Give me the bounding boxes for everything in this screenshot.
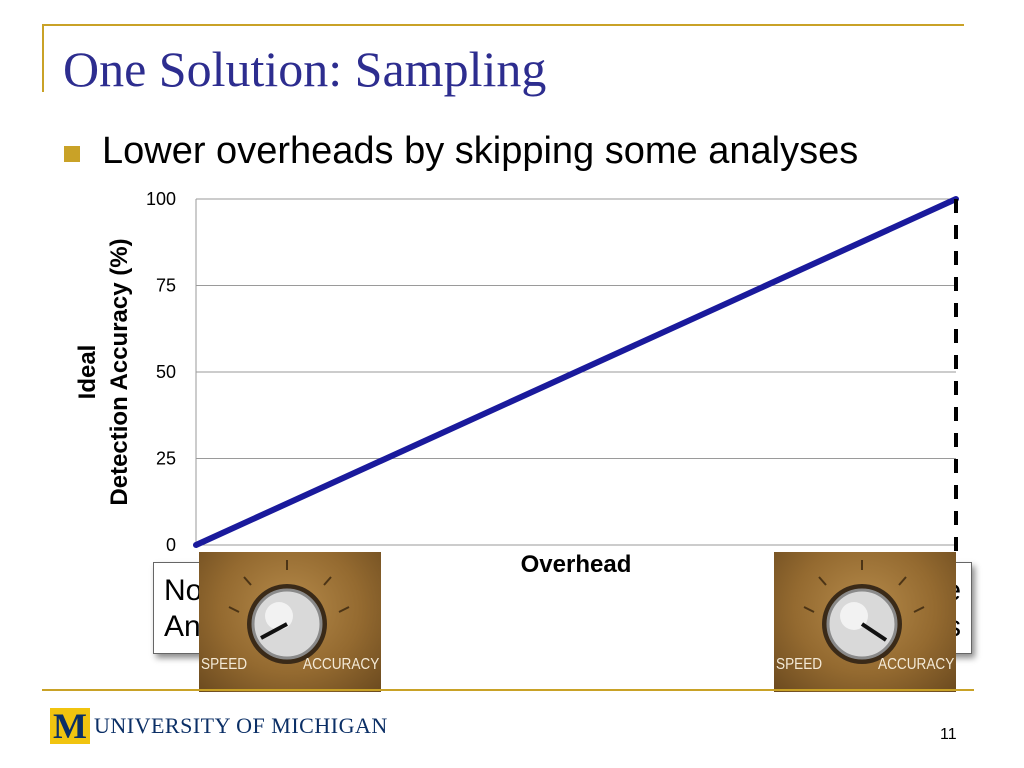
y-tick-label: 25 [156, 449, 176, 469]
knob-speed-label: SPEED [201, 656, 248, 673]
callout-left-line-1: No [164, 574, 203, 607]
side-rule [42, 24, 44, 92]
y-axis-title-line: Ideal [74, 345, 101, 400]
knob-dial-icon [803, 560, 925, 664]
y-tick-label: 75 [156, 276, 176, 296]
knob-dial-icon [228, 560, 350, 664]
speed-accuracy-knob-low: SPEED ACCURACY [199, 552, 381, 692]
university-logo: M UNIVERSITY OF MICHIGAN [50, 706, 388, 746]
y-tick-label: 0 [166, 535, 176, 555]
top-rule [42, 24, 964, 26]
bottom-rule [42, 689, 974, 691]
callout-left-line-2: An [164, 610, 201, 643]
knob-accuracy-label: ACCURACY [303, 656, 380, 673]
slide-title: One Solution: Sampling [63, 41, 547, 97]
page-number: 11 [940, 726, 957, 743]
block-m-icon: M [50, 708, 90, 744]
knob-speed-label: SPEED [776, 656, 823, 673]
y-tick-label: 50 [156, 362, 176, 382]
series-line [193, 196, 959, 548]
x-axis-title: Overhead [521, 551, 632, 578]
speed-accuracy-knob-high: SPEED ACCURACY [774, 552, 956, 692]
knob-accuracy-label: ACCURACY [878, 656, 955, 673]
y-axis-title-line: Detection Accuracy (%) [106, 238, 133, 505]
bullet-text: Lower overheads by skipping some analyse… [102, 130, 859, 172]
bullet-marker [64, 146, 80, 162]
logo-wordmark: UNIVERSITY OF MICHIGAN [94, 713, 388, 738]
y-tick-label: 100 [146, 189, 176, 209]
